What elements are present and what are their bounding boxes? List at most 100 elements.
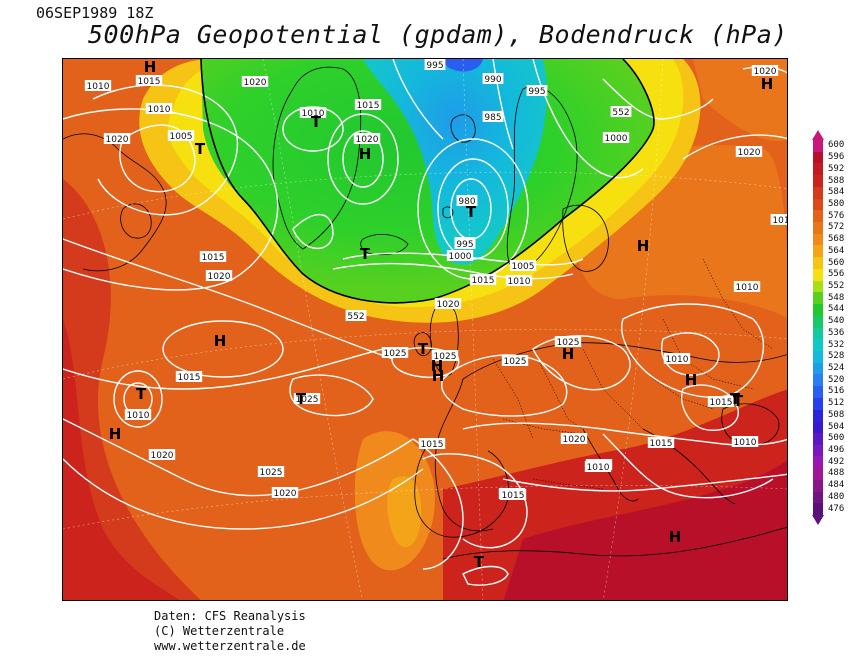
legend-swatch bbox=[813, 280, 823, 293]
svg-text:1015: 1015 bbox=[202, 253, 225, 263]
svg-text:995: 995 bbox=[456, 240, 473, 250]
legend-top-arrow bbox=[812, 130, 824, 140]
isobar-label: 1020 bbox=[271, 487, 299, 499]
isobar-label: 1025 bbox=[257, 466, 285, 478]
high-pressure-center: H bbox=[685, 371, 698, 389]
color-legend: 600 596 592 588 584 580 576 572 568 564 560 556 552 5… bbox=[812, 130, 850, 525]
legend-label: 568 bbox=[828, 234, 845, 245]
legend-swatch bbox=[813, 374, 823, 387]
isobar-label: 1020 bbox=[205, 270, 233, 282]
isobar-label: 1010 bbox=[584, 461, 612, 473]
contour-552 bbox=[200, 59, 655, 304]
map-title: 500hPa Geopotential (gpdam), Bodendruck … bbox=[88, 20, 788, 49]
svg-text:1015: 1015 bbox=[650, 439, 673, 449]
legend-label: 512 bbox=[828, 398, 845, 409]
field-ne-orange bbox=[693, 59, 787, 141]
svg-text:1015: 1015 bbox=[357, 101, 380, 111]
credits: Daten: CFS Reanalysis (C) Wetterzentrale… bbox=[154, 609, 306, 654]
isobar-label: 1010 bbox=[505, 275, 533, 287]
legend-swatch bbox=[813, 210, 823, 223]
isobar-label: 1010 bbox=[299, 107, 327, 119]
legend-swatch bbox=[813, 257, 823, 270]
legend-label: 504 bbox=[828, 421, 845, 432]
map-datetime: 06SEP1989 18Z bbox=[36, 4, 154, 22]
low-pressure-center: T bbox=[360, 245, 371, 263]
legend-label: 580 bbox=[828, 198, 845, 209]
isobar-label: 995 bbox=[454, 238, 476, 250]
legend-swatch bbox=[813, 444, 823, 457]
svg-text:990: 990 bbox=[484, 75, 501, 85]
svg-text:1025: 1025 bbox=[296, 395, 319, 405]
legend-label: 528 bbox=[828, 351, 845, 362]
isobar-label: 1025 bbox=[554, 336, 582, 348]
legend-swatch bbox=[813, 304, 823, 317]
low-pressure-center: T bbox=[195, 140, 206, 158]
field-se-darkred bbox=[503, 460, 787, 600]
field-west-red bbox=[63, 179, 201, 600]
isobar-label: 1020 bbox=[241, 76, 269, 88]
high-pressure-center: H bbox=[214, 332, 227, 350]
legend-swatch bbox=[813, 268, 823, 282]
legend-swatch bbox=[813, 140, 823, 153]
svg-text:1010: 1010 bbox=[734, 438, 757, 448]
isobar-label: 1010 bbox=[124, 409, 152, 421]
low-pressure-center: T bbox=[466, 203, 477, 221]
svg-text:1015: 1015 bbox=[138, 77, 161, 87]
legend-bottom-arrow bbox=[812, 515, 824, 525]
isobar-label: 995 bbox=[424, 59, 446, 71]
isobar-label: 1020 bbox=[735, 146, 763, 158]
map-canvas: 1010 1015 1010 1005 1010 1015 1020 995 990 995 985… bbox=[63, 59, 787, 600]
svg-text:1020: 1020 bbox=[274, 489, 297, 499]
low-pressure-center: T bbox=[311, 113, 322, 131]
graticule bbox=[63, 59, 787, 600]
legend-label: 592 bbox=[828, 163, 845, 174]
legend-swatch bbox=[813, 151, 823, 164]
low-pressure-center: T bbox=[136, 385, 147, 403]
legend-label: 508 bbox=[828, 409, 845, 420]
isobar-label: 995 bbox=[526, 85, 548, 97]
isobar-label: 1015 bbox=[499, 489, 527, 501]
legend-swatch bbox=[813, 222, 823, 235]
svg-text:1005: 1005 bbox=[170, 132, 193, 142]
legend-label: 496 bbox=[828, 445, 845, 456]
svg-text:1010: 1010 bbox=[87, 82, 110, 92]
svg-text:1020: 1020 bbox=[151, 451, 174, 461]
legend-swatch bbox=[813, 315, 823, 328]
low-pressure-center: T bbox=[474, 553, 485, 571]
svg-text:1010: 1010 bbox=[736, 283, 759, 293]
legend-swatch bbox=[813, 186, 823, 200]
legend-label: 540 bbox=[828, 316, 845, 327]
isobar-label: 1020 bbox=[148, 449, 176, 461]
svg-text:552: 552 bbox=[612, 108, 629, 118]
legend-swatch bbox=[813, 456, 823, 469]
high-pressure-center: H bbox=[761, 75, 774, 93]
credits-source: Daten: CFS Reanalysis bbox=[154, 609, 306, 623]
pressure-labels: 1010 1015 1010 1005 1010 1015 1020 995 990 995 985… bbox=[84, 59, 787, 501]
isobar-label: 1025 bbox=[431, 350, 459, 362]
legend-label: 552 bbox=[828, 280, 845, 291]
legend-label: 556 bbox=[828, 269, 845, 280]
field-iberia-light bbox=[387, 476, 422, 548]
high-pressure-center: H bbox=[432, 367, 445, 385]
isobar-label: 1000 bbox=[602, 132, 630, 144]
legend-label: 588 bbox=[828, 175, 845, 186]
legend-swatch bbox=[813, 362, 823, 375]
borders bbox=[492, 258, 774, 490]
isobar-label: 1005 bbox=[167, 130, 195, 142]
svg-text:1010: 1010 bbox=[302, 109, 325, 119]
svg-text:1010: 1010 bbox=[508, 277, 531, 287]
svg-text:995: 995 bbox=[426, 61, 443, 71]
svg-text:1010: 1010 bbox=[127, 411, 150, 421]
svg-text:1025: 1025 bbox=[384, 349, 407, 359]
svg-text:1015: 1015 bbox=[502, 491, 525, 501]
legend-label: 516 bbox=[828, 386, 845, 397]
isobar-label: 1000 bbox=[446, 250, 474, 262]
svg-text:1015: 1015 bbox=[421, 440, 444, 450]
isobar-label: 1015 bbox=[647, 437, 675, 449]
legend-swatch bbox=[813, 386, 823, 399]
legend-swatch bbox=[813, 339, 823, 352]
legend-swatch bbox=[813, 245, 823, 258]
legend-swatch bbox=[813, 432, 823, 446]
svg-text:1015: 1015 bbox=[472, 276, 495, 286]
